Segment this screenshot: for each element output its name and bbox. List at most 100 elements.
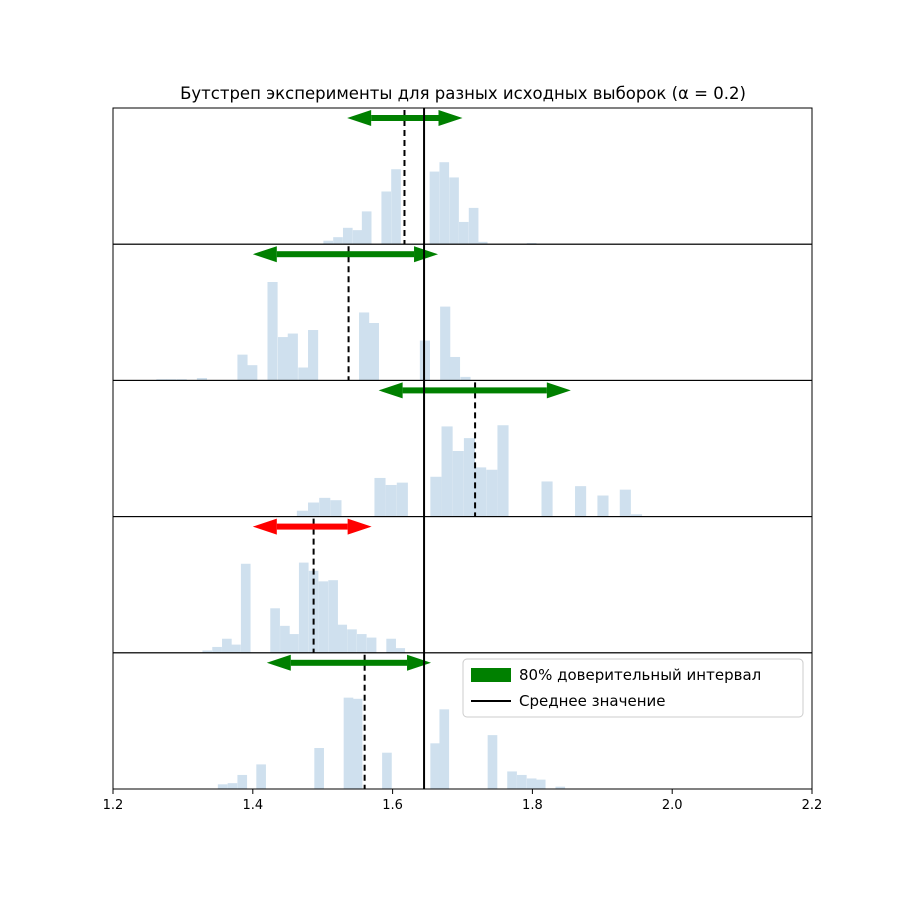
hist-bar bbox=[449, 177, 459, 245]
hist-bar bbox=[308, 502, 320, 517]
legend-swatch-interval bbox=[471, 668, 511, 682]
hist-bar bbox=[385, 484, 397, 517]
interval-left-head bbox=[347, 110, 372, 126]
hist-bar bbox=[368, 323, 379, 381]
chart-title: Бутстреп эксперименты для разных исходны… bbox=[180, 84, 746, 103]
panel-1 bbox=[112, 107, 813, 245]
hist-bar bbox=[395, 648, 406, 653]
hist-bar bbox=[597, 495, 609, 517]
hist-bar bbox=[296, 510, 308, 517]
hist-bar bbox=[555, 786, 566, 789]
legend: 80% доверительный интервал Среднее значен… bbox=[462, 658, 804, 718]
hist-bar bbox=[287, 333, 298, 381]
hist-bar bbox=[280, 625, 290, 653]
hist-bar bbox=[352, 698, 363, 789]
hist-bar bbox=[449, 356, 461, 381]
hist-bar bbox=[452, 451, 464, 517]
hist-bar bbox=[237, 354, 248, 381]
hist-bar bbox=[439, 162, 450, 245]
hist-bar bbox=[156, 379, 167, 381]
hist-bar bbox=[328, 580, 338, 653]
hist-bar bbox=[386, 638, 396, 653]
hist-bar bbox=[298, 562, 309, 653]
hist-bar bbox=[497, 425, 509, 517]
hist-bar bbox=[541, 481, 553, 517]
hist-bar bbox=[535, 779, 546, 789]
hist-bar bbox=[237, 774, 248, 789]
interval-right-head bbox=[414, 246, 439, 263]
legend-label-interval: 80% доверительный интервал bbox=[519, 666, 761, 684]
interval-shaft bbox=[276, 251, 415, 258]
hist-bar bbox=[396, 482, 408, 517]
hist-bar bbox=[374, 477, 386, 517]
hist-bar bbox=[439, 709, 450, 789]
hist-bar bbox=[486, 469, 498, 517]
hist-bar bbox=[337, 624, 348, 653]
hist-bar bbox=[468, 207, 479, 245]
hist-bar bbox=[352, 230, 363, 245]
hist-bar bbox=[460, 376, 471, 381]
x-tick-label: 1.6 bbox=[382, 798, 403, 813]
hist-bar bbox=[619, 489, 631, 517]
hist-bar bbox=[323, 240, 334, 245]
x-axis: 1.2 1.4 1.6 1.8 2.0 2.2 bbox=[103, 789, 822, 813]
interval-right-head bbox=[438, 110, 463, 126]
hist-bar bbox=[196, 378, 208, 381]
x-tick-label: 1.8 bbox=[522, 798, 543, 813]
interval-left-head bbox=[266, 654, 291, 671]
panel-frame bbox=[112, 516, 813, 654]
x-tick-label: 2.0 bbox=[662, 798, 683, 813]
hist-bar bbox=[356, 634, 367, 653]
hist-bar bbox=[267, 282, 278, 381]
interval-left-head bbox=[252, 518, 277, 535]
panel-4 bbox=[112, 516, 813, 654]
interval-shaft bbox=[402, 387, 547, 394]
hist-bar bbox=[319, 497, 331, 517]
hist-bar bbox=[575, 486, 587, 517]
interval-shaft bbox=[371, 115, 439, 121]
interval-left-head bbox=[252, 246, 277, 263]
hist-bar bbox=[526, 243, 537, 245]
hist-bar bbox=[475, 467, 487, 517]
hist-bar bbox=[330, 500, 342, 517]
hist-bar bbox=[630, 514, 643, 517]
legend-label-mean: Среднее значение bbox=[519, 692, 665, 710]
hist-bar bbox=[314, 748, 324, 789]
hist-bar bbox=[366, 637, 377, 653]
hist-bar bbox=[440, 306, 451, 381]
panel-2 bbox=[112, 243, 813, 381]
hist-bar bbox=[347, 629, 357, 653]
hist-bar bbox=[359, 312, 370, 381]
hist-bar bbox=[517, 774, 527, 789]
hist-bar bbox=[289, 634, 299, 653]
hist-bar bbox=[231, 644, 241, 653]
interval-left-head bbox=[378, 382, 403, 399]
hist-bar bbox=[526, 778, 537, 789]
x-tick-label: 1.2 bbox=[103, 798, 124, 813]
hist-bar bbox=[256, 764, 266, 789]
hist-bar bbox=[217, 784, 228, 789]
panel-5 bbox=[112, 652, 813, 790]
hist-bar bbox=[247, 365, 258, 381]
hist-bar bbox=[463, 438, 476, 517]
hist-bar bbox=[298, 367, 309, 381]
hist-bar bbox=[382, 752, 392, 789]
hist-bar bbox=[308, 330, 319, 381]
hist-bar bbox=[270, 608, 280, 653]
hist-bar bbox=[166, 379, 177, 381]
hist-bar bbox=[361, 211, 372, 245]
hist-bar bbox=[430, 476, 442, 517]
hist-bar bbox=[429, 171, 440, 245]
hist-bar bbox=[343, 697, 354, 789]
hist-bar bbox=[441, 426, 453, 517]
interval-shaft bbox=[290, 659, 408, 666]
hist-bar bbox=[507, 771, 517, 789]
hist-bar bbox=[381, 191, 392, 245]
hist-bar bbox=[202, 650, 213, 653]
interval-right-head bbox=[546, 382, 571, 399]
hist-bar bbox=[212, 646, 222, 653]
hist-bar bbox=[277, 337, 289, 381]
hist-bar bbox=[391, 169, 401, 245]
interval-right-head bbox=[407, 654, 432, 671]
